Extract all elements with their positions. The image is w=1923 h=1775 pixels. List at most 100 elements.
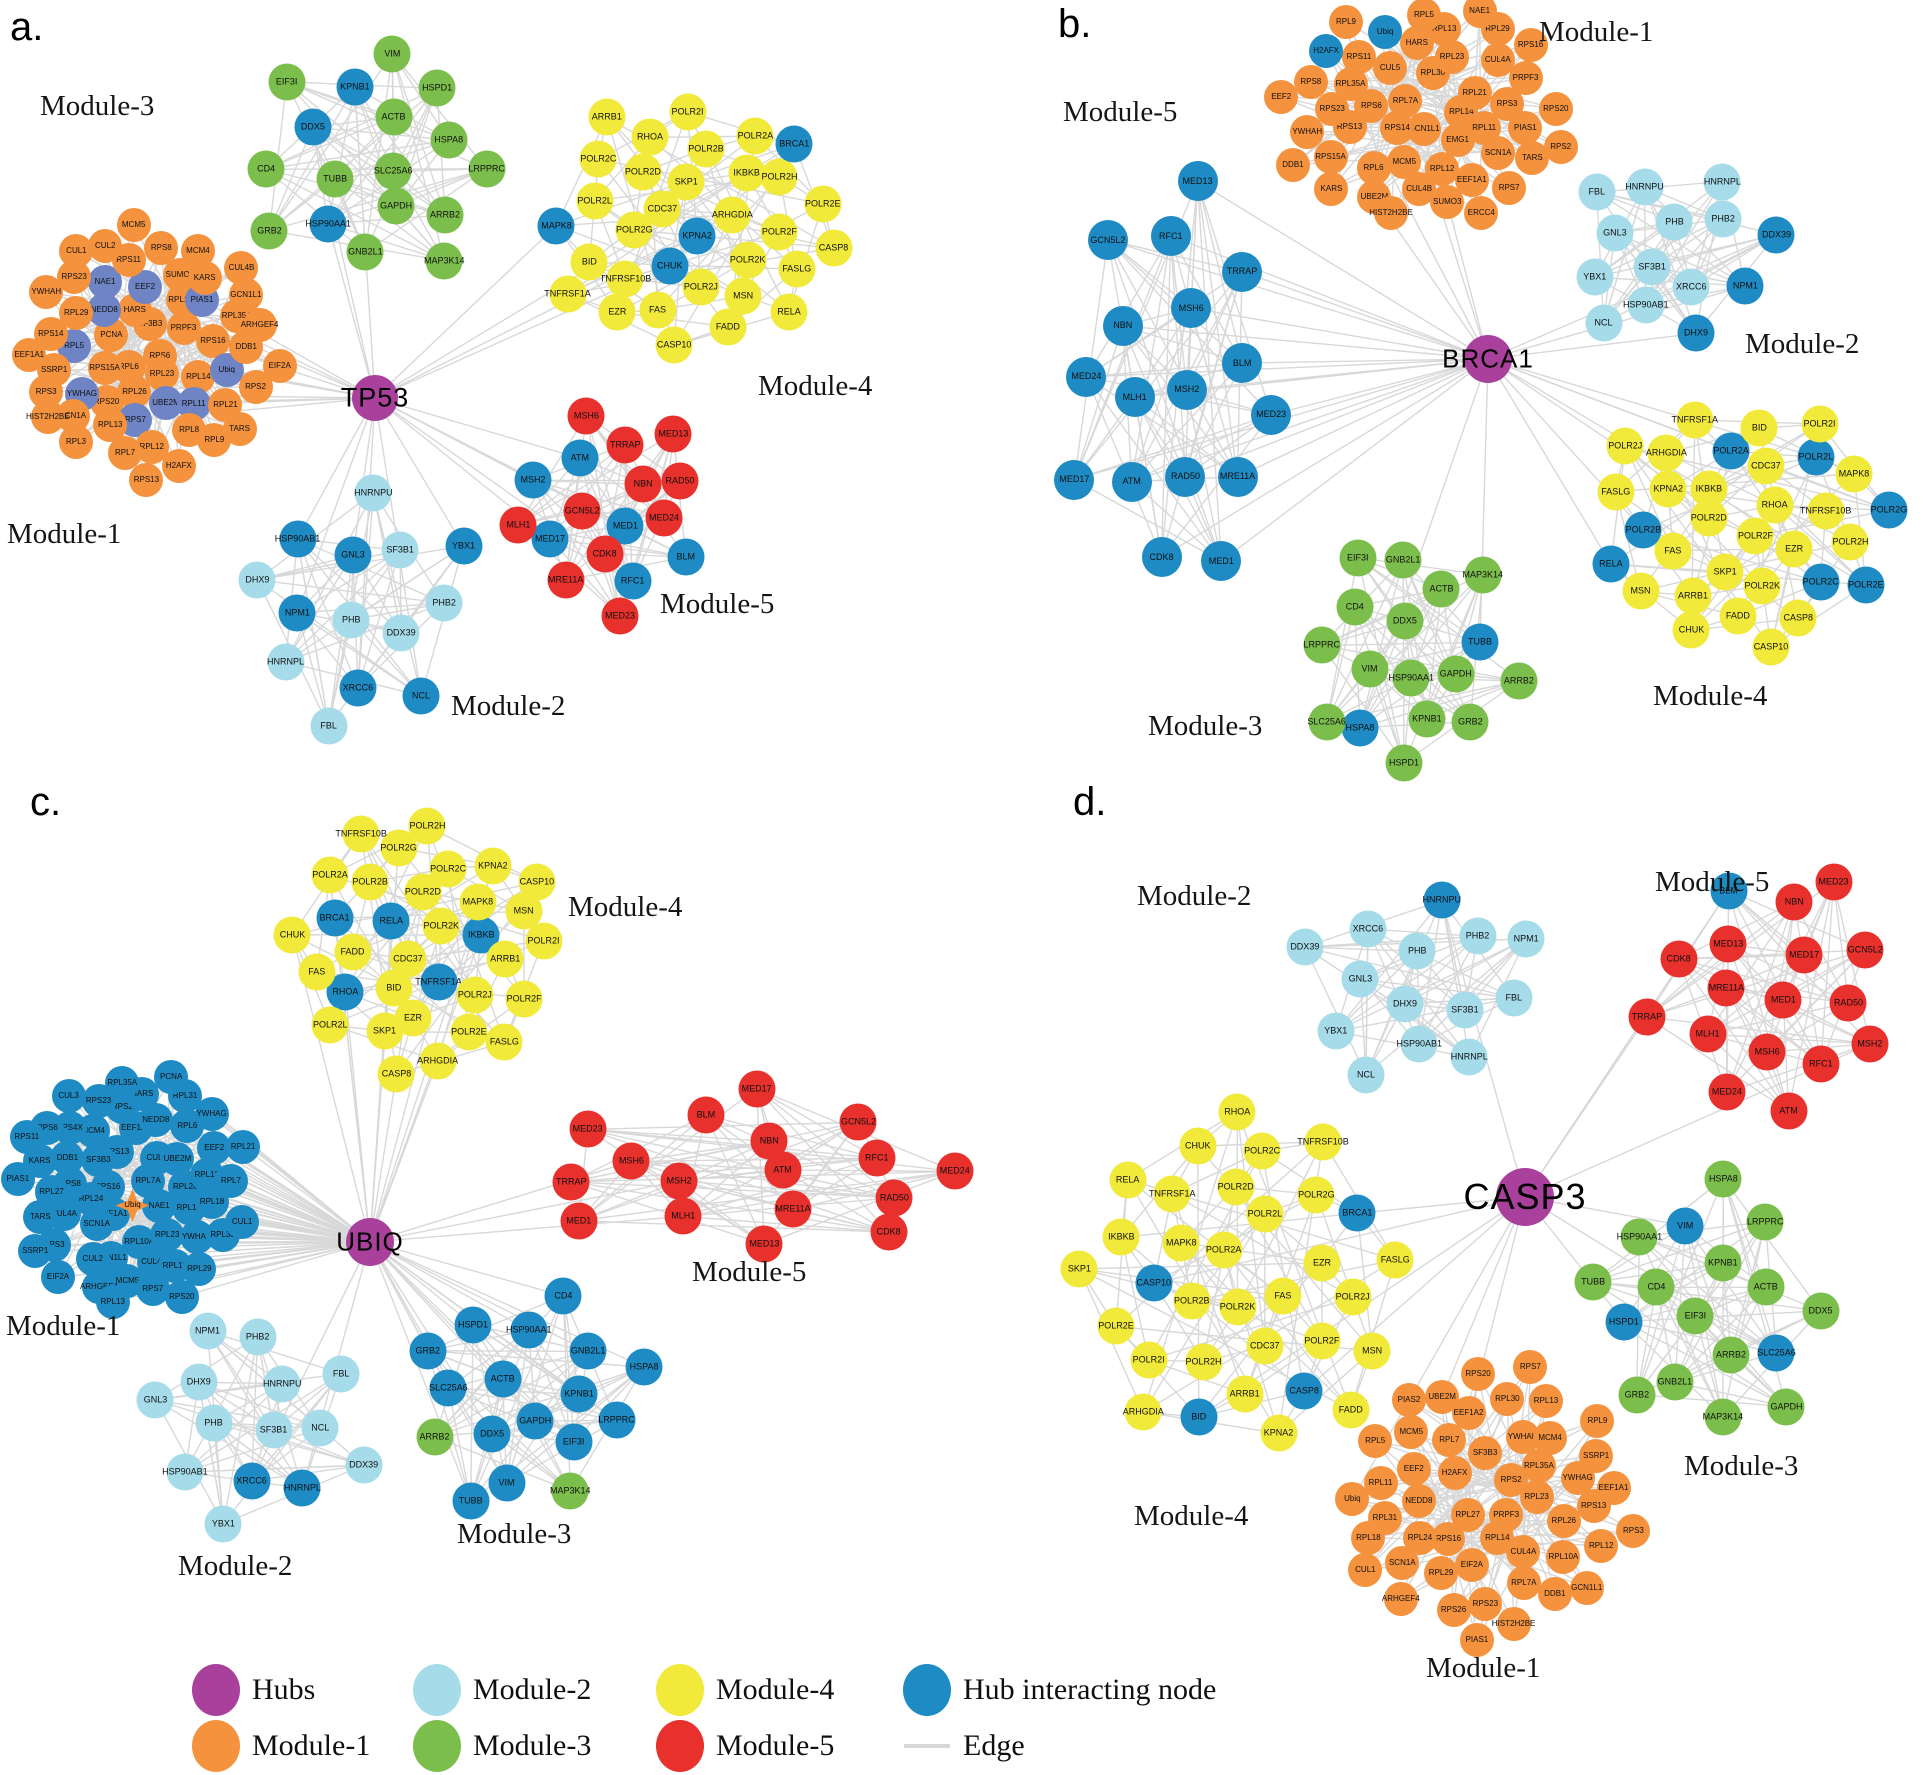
node-tnfrsf10b[interactable]: TNFRSF10B [335,815,387,852]
node-cul1[interactable]: CUL1 [59,234,94,269]
node-cd4[interactable]: CD4 [247,150,285,188]
node-hnrnpl[interactable]: HNRNPL [283,1469,321,1507]
node-polr2i[interactable]: POLR2I [525,922,563,960]
node-hsp90aa1[interactable]: HSP90AA1 [1617,1218,1662,1256]
node-ubiq[interactable]: Ubiq [1335,1482,1370,1517]
node-polr2e[interactable]: POLR2E [804,185,842,223]
node-rps8[interactable]: RPS8 [144,231,179,266]
node-msh2[interactable]: MSH2 [1166,369,1207,410]
node-cul1[interactable]: CUL1 [1348,1553,1383,1588]
node-hsp90ab1[interactable]: HSP90AB1 [162,1453,208,1491]
node-rela[interactable]: RELA [372,902,410,940]
node-polr2g[interactable]: POLR2G [615,211,653,249]
node-blm[interactable]: BLM [687,1096,725,1134]
node-tars[interactable]: TARS [222,411,257,446]
node-hspa8[interactable]: HSPA8 [430,121,468,159]
node-msh6[interactable]: MSH6 [567,397,605,435]
node-arhgef4[interactable]: ARHGEF4 [1382,1582,1420,1617]
node-arrb2[interactable]: ARRB2 [426,196,464,234]
node-rela[interactable]: RELA [1592,545,1630,583]
node-kpnb1[interactable]: KPNB1 [1408,700,1446,738]
node-rad50[interactable]: RAD50 [661,462,699,500]
node-ercc4[interactable]: ERCC4 [1464,196,1499,231]
node-polr2i[interactable]: POLR2I [1801,405,1839,443]
node-polr2l[interactable]: POLR2L [576,182,614,220]
node-rps2[interactable]: RPS2 [1543,129,1578,164]
node-hnrnpu[interactable]: HNRNPU [354,474,393,512]
node-gcn1l1[interactable]: GCN1L1 [1569,1570,1604,1605]
node-msn[interactable]: MSN [1353,1332,1391,1370]
node-casp8[interactable]: CASP8 [377,1055,415,1093]
node-polr2i[interactable]: POLR2I [669,93,707,131]
node-map3k14[interactable]: MAP3K14 [1703,1398,1743,1436]
node-cdk8[interactable]: CDK8 [1660,940,1698,978]
node-gnl3[interactable]: GNL3 [1341,960,1379,998]
node-rps7[interactable]: RPS7 [1492,171,1527,206]
node-hspa8[interactable]: HSPA8 [1341,709,1379,747]
node-polr2e[interactable]: POLR2E [1097,1307,1135,1345]
node-msh6[interactable]: MSH6 [1748,1033,1786,1071]
node-polr2c[interactable]: POLR2C [1802,563,1840,601]
node-polr2f[interactable]: POLR2F [760,213,798,251]
node-tubb[interactable]: TUBB [1461,623,1499,661]
node-arrb1[interactable]: ARRB1 [1674,577,1712,615]
node-ybx1[interactable]: YBX1 [1576,258,1614,296]
node-casp8[interactable]: CASP8 [1779,599,1817,637]
node-eif2a[interactable]: EIF2A [1454,1548,1489,1583]
node-arrb2[interactable]: ARRB2 [1712,1336,1750,1374]
node-scn1a[interactable]: SCN1A [1385,1546,1420,1581]
node-ezr[interactable]: EZR [598,293,636,331]
node-eif3i[interactable]: EIF3I [268,63,306,101]
node-phb[interactable]: PHB [332,601,370,639]
node-chuk[interactable]: CHUK [1672,611,1710,649]
node-eef2[interactable]: EEF2 [1264,79,1299,114]
node-map3k14[interactable]: MAP3K14 [424,242,465,280]
node-rpl3[interactable]: RPL3 [58,425,93,460]
node-tubb[interactable]: TUBB [452,1482,490,1520]
node-tnfrsf1a[interactable]: TNFRSF1A [1149,1175,1196,1213]
node-casp10[interactable]: CASP10 [1752,628,1790,666]
node-hsp90aa1[interactable]: HSP90AA1 [305,205,351,243]
node-ncl[interactable]: NCL [301,1409,339,1447]
node-blm[interactable]: BLM [1222,343,1263,383]
node-mre11a[interactable]: MRE11A [1707,969,1745,1007]
node-casp8[interactable]: CASP8 [1285,1372,1323,1410]
node-med23[interactable]: MED23 [601,597,639,635]
node-rpl23[interactable]: RPL23 [1519,1479,1554,1514]
node-blm[interactable]: BLM [667,538,705,576]
node-mapk8[interactable]: MAPK8 [537,207,575,245]
node-rps26[interactable]: RPS26 [1436,1593,1471,1628]
node-rpl12[interactable]: RPL12 [1584,1528,1619,1563]
node-gapdh[interactable]: GAPDH [1767,1388,1805,1426]
node-msh2[interactable]: MSH2 [514,461,552,499]
node-phb2[interactable]: PHB2 [1459,917,1497,955]
node-tnfrsf1a[interactable]: TNFRSF1A [544,275,591,313]
node-fbl[interactable]: FBL [310,707,348,745]
node-ezr[interactable]: EZR [1775,530,1813,568]
node-fadd[interactable]: FADD [1332,1391,1370,1429]
node-lrpprc[interactable]: LRPPRC [598,1401,636,1439]
node-grb2[interactable]: GRB2 [1451,703,1489,741]
node-rad50[interactable]: RAD50 [875,1179,913,1217]
node-faslg[interactable]: FASLG [778,250,816,288]
node-hnrnpu[interactable]: HNRNPU [1625,168,1664,206]
node-arrb1[interactable]: ARRB1 [486,940,524,978]
node-npm1[interactable]: NPM1 [189,1312,227,1350]
node-skp1[interactable]: SKP1 [366,1012,404,1050]
node-gnl3[interactable]: GNL3 [1596,214,1634,252]
node-pias1[interactable]: PIAS1 [0,1161,35,1196]
hub-casp3[interactable] [1496,1168,1554,1226]
node-fbl[interactable]: FBL [1578,173,1616,211]
node-map3k14[interactable]: MAP3K14 [550,1472,591,1510]
node-h2afx[interactable]: H2AFX [161,449,196,484]
node-tnfrsf10b[interactable]: TNFRSF10B [1800,492,1851,530]
node-trrap[interactable]: TRRAP [606,426,644,464]
node-rpl18[interactable]: RPL18 [1351,1520,1386,1555]
node-tubb[interactable]: TUBB [1574,1263,1612,1301]
node-polr2c[interactable]: POLR2C [429,850,467,888]
node-kars[interactable]: KARS [1314,171,1349,206]
node-med13[interactable]: MED13 [1709,925,1747,963]
node-ddb1[interactable]: DDB1 [1275,147,1310,182]
node-cul2[interactable]: CUL2 [88,228,123,263]
node-med24[interactable]: MED24 [1708,1073,1746,1111]
